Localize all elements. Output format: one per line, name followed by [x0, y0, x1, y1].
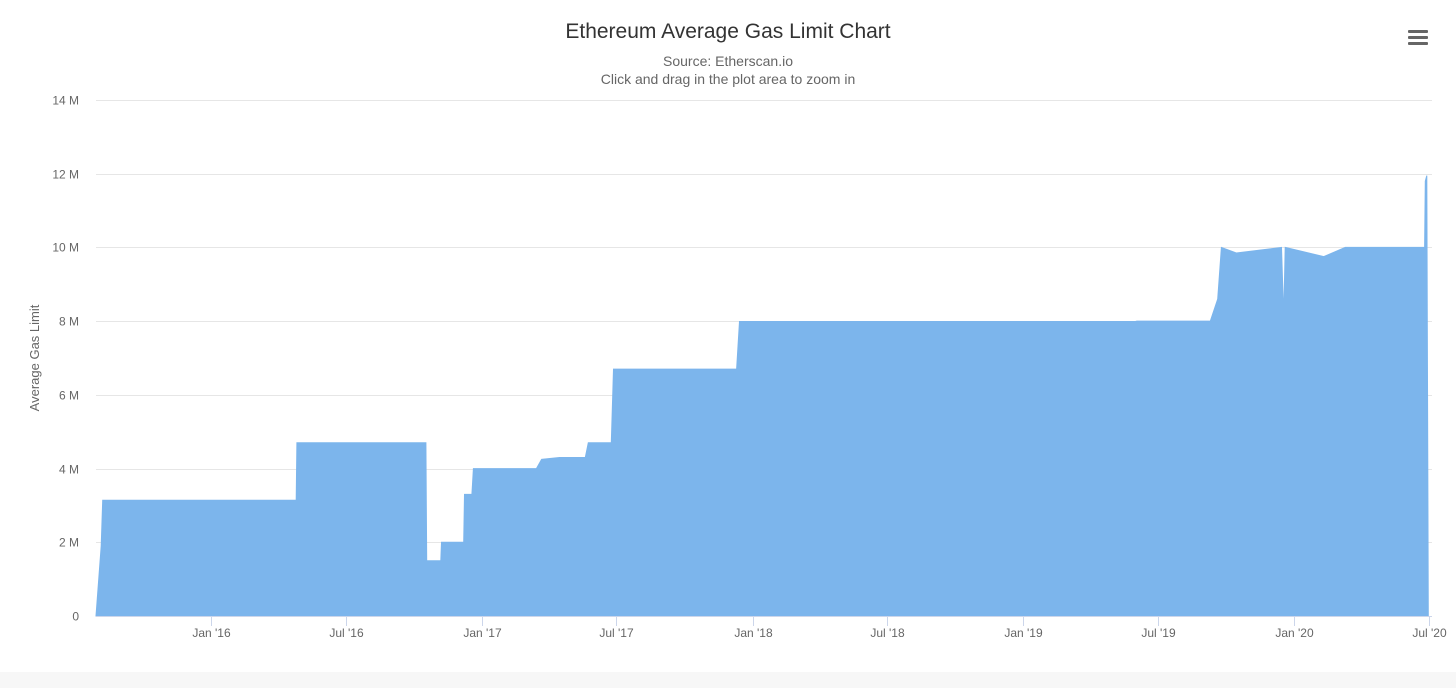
- hamburger-menu-icon[interactable]: [1404, 28, 1432, 50]
- y-tick-label: 4 M: [59, 463, 79, 477]
- y-tick-label: 6 M: [59, 389, 79, 403]
- x-tick-label: Jan '20: [1275, 626, 1314, 640]
- menu-line: [1408, 42, 1428, 45]
- y-tick-label: 8 M: [59, 315, 79, 329]
- x-tick-label: Jan '17: [463, 626, 502, 640]
- plot-area[interactable]: [95, 175, 1429, 617]
- x-tick-label: Jan '19: [1004, 626, 1043, 640]
- y-tick-label: 0: [72, 610, 79, 624]
- x-tick-label: Jul '19: [1141, 626, 1176, 640]
- axes: 0 2 M 4 M 6 M 8 M 10 M 12 M 14 M Jan '16 Jul '16 J…: [52, 94, 1447, 641]
- menu-line: [1408, 36, 1428, 39]
- y-tick-label: 10 M: [52, 241, 79, 255]
- x-tick-label: Jul '18: [870, 626, 905, 640]
- x-tick-label: Jul '17: [599, 626, 634, 640]
- y-tick-label: 2 M: [59, 536, 79, 550]
- menu-line: [1408, 30, 1428, 33]
- y-tick-label: 12 M: [52, 168, 79, 182]
- footer-strip: [0, 672, 1456, 688]
- subtitle-source: Source: Etherscan.io: [663, 53, 793, 69]
- subtitle-zoom-hint: Click and drag in the plot area to zoom …: [600, 71, 856, 87]
- gas-limit-area-chart[interactable]: 0 2 M 4 M 6 M 8 M 10 M 12 M 14 M Jan '16 Jul '16 J…: [0, 0, 1456, 672]
- x-tick-label: Jul '20: [1412, 626, 1447, 640]
- chart-subtitle: Source: Etherscan.io Click and drag in t…: [0, 52, 1456, 88]
- x-tick-label: Jul '16: [329, 626, 364, 640]
- chart-title: Ethereum Average Gas Limit Chart: [565, 20, 891, 43]
- gas-limit-area-series[interactable]: [95, 175, 1429, 617]
- y-tick-label: 14 M: [52, 94, 79, 108]
- x-tick-label: Jan '16: [192, 626, 231, 640]
- y-axis-title: Average Gas Limit: [27, 304, 42, 411]
- x-tick-label: Jan '18: [734, 626, 773, 640]
